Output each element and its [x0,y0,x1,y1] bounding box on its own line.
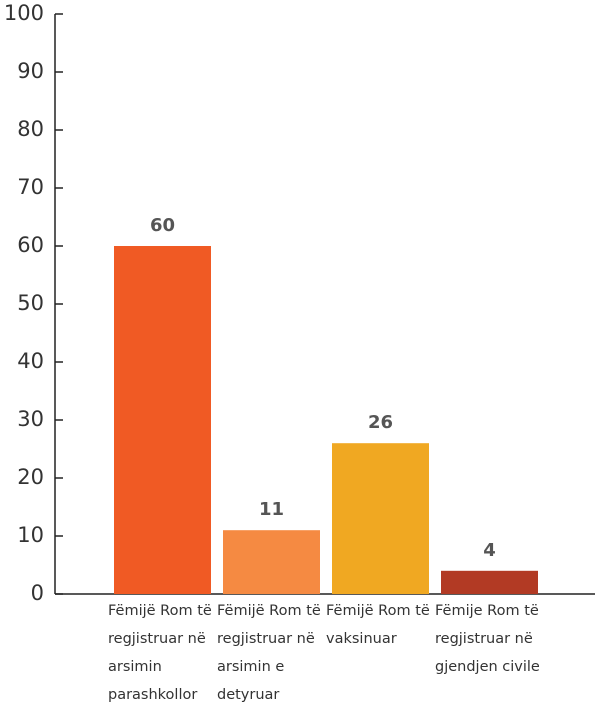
bar [114,246,211,594]
x-tick-label: Fëmijë Rom të regjistruar në arsimin e d… [217,603,321,703]
bar [223,530,320,594]
value-label: 11 [259,499,284,520]
y-tick-label: 30 [17,407,44,431]
y-tick-label: 80 [17,117,44,141]
y-tick-label: 60 [17,233,44,257]
y-tick-label: 70 [17,175,44,199]
y-tick-label: 50 [17,291,44,315]
value-label: 60 [150,215,175,236]
y-tick-label: 10 [17,523,44,547]
y-tick-label: 90 [17,59,44,83]
y-tick-label: 0 [31,581,44,605]
value-label: 4 [483,540,496,561]
bar [441,570,538,594]
y-tick-label: 40 [17,349,44,373]
y-tick-label: 100 [4,1,44,25]
value-label: 26 [368,412,393,433]
x-tick-label: Fëmijë Rom të regjistruar në arsimin par… [108,603,212,703]
x-tick-label: Fëmije Rom të regjistruar në gjendjen ci… [435,603,540,675]
x-tick-label: Fëmijë Rom të vaksinuar [326,603,430,647]
y-tick-label: 20 [17,465,44,489]
bar [332,443,429,594]
